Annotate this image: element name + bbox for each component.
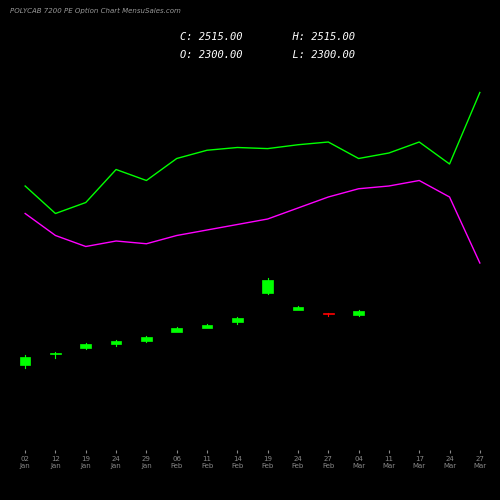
Bar xyxy=(50,352,61,354)
Text: POLYCAB 7200 PE Option Chart MensuSales.com: POLYCAB 7200 PE Option Chart MensuSales.… xyxy=(10,8,181,14)
Bar xyxy=(262,280,273,293)
Bar xyxy=(172,328,182,332)
Bar xyxy=(111,341,122,344)
Bar xyxy=(202,324,212,328)
Bar xyxy=(323,312,334,314)
Bar xyxy=(292,307,304,310)
Text: O: 2300.00        L: 2300.00: O: 2300.00 L: 2300.00 xyxy=(180,50,355,60)
Bar xyxy=(141,338,152,341)
Bar xyxy=(20,356,30,365)
Bar xyxy=(80,344,91,348)
Bar xyxy=(232,318,242,322)
Text: C: 2515.00        H: 2515.00: C: 2515.00 H: 2515.00 xyxy=(180,32,355,42)
Bar xyxy=(354,312,364,316)
